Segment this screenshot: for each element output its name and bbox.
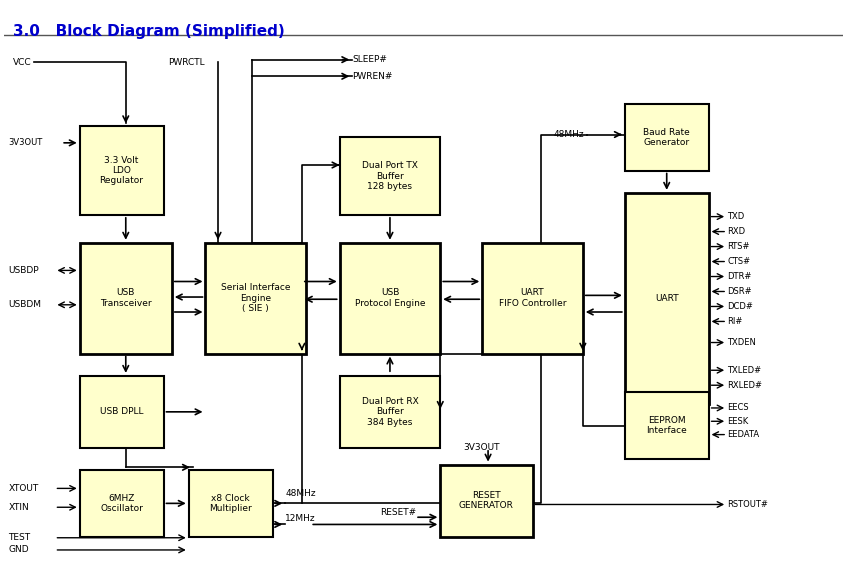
Text: PWRCTL: PWRCTL [168,58,204,67]
FancyBboxPatch shape [80,243,172,354]
FancyBboxPatch shape [189,470,273,537]
Text: USB
Transceiver: USB Transceiver [100,288,152,308]
Text: RXD: RXD [727,227,745,236]
Text: x8 Clock
Multiplier: x8 Clock Multiplier [209,494,252,513]
FancyBboxPatch shape [80,376,163,448]
Text: 3V3OUT: 3V3OUT [463,444,500,453]
Text: UART
FIFO Controller: UART FIFO Controller [499,288,567,308]
Text: XTIN: XTIN [8,503,29,512]
Text: Baud Rate
Generator: Baud Rate Generator [644,128,690,147]
FancyBboxPatch shape [625,392,709,459]
Text: EEPROM
Interface: EEPROM Interface [646,416,687,435]
Text: EESK: EESK [727,417,749,426]
Text: USB DPLL: USB DPLL [100,408,143,417]
Text: USBDP: USBDP [8,266,39,275]
Text: RSTOUT#: RSTOUT# [727,500,768,509]
FancyBboxPatch shape [625,104,709,171]
Text: RTS#: RTS# [727,242,750,251]
FancyBboxPatch shape [340,137,440,215]
Text: TXLED#: TXLED# [727,366,761,375]
Text: 48MHz: 48MHz [553,130,584,139]
Text: PWREN#: PWREN# [352,72,393,81]
Text: USB
Protocol Engine: USB Protocol Engine [355,288,425,308]
Text: TXDEN: TXDEN [727,338,756,347]
Text: UART: UART [655,294,678,303]
Text: XTOUT: XTOUT [8,484,39,493]
FancyBboxPatch shape [80,470,163,537]
Text: 3.0   Block Diagram (Simplified): 3.0 Block Diagram (Simplified) [13,24,285,39]
Text: EEDATA: EEDATA [727,430,759,439]
FancyBboxPatch shape [206,243,306,354]
Text: USBDM: USBDM [8,300,42,309]
FancyBboxPatch shape [440,464,533,537]
Text: Dual Port TX
Buffer
128 bytes: Dual Port TX Buffer 128 bytes [362,161,418,191]
Text: DCD#: DCD# [727,302,753,311]
Text: RESET
GENERATOR: RESET GENERATOR [459,491,514,510]
Text: TEST: TEST [8,533,30,542]
Text: RXLED#: RXLED# [727,381,762,390]
Text: DSR#: DSR# [727,287,752,296]
Text: VCC: VCC [13,58,31,67]
Text: 3.3 Volt
LDO
Regulator: 3.3 Volt LDO Regulator [100,155,144,185]
FancyBboxPatch shape [340,376,440,448]
Text: DTR#: DTR# [727,272,751,281]
Text: Serial Interface
Engine
( SIE ): Serial Interface Engine ( SIE ) [221,283,291,313]
Text: 12MHz: 12MHz [285,515,316,524]
Text: SLEEP#: SLEEP# [352,55,387,64]
FancyBboxPatch shape [482,243,583,354]
FancyBboxPatch shape [80,126,163,215]
Text: GND: GND [8,546,29,555]
FancyBboxPatch shape [340,243,440,354]
Text: 6MHZ
Oscillator: 6MHZ Oscillator [100,494,143,513]
Text: RESET#: RESET# [380,508,416,517]
Text: CTS#: CTS# [727,257,750,266]
Text: TXD: TXD [727,212,745,221]
Text: RI#: RI# [727,317,743,326]
Text: 48MHz: 48MHz [285,489,316,498]
Text: EECS: EECS [727,404,749,413]
Text: 3V3OUT: 3V3OUT [8,138,42,148]
FancyBboxPatch shape [625,193,709,404]
Text: Dual Port RX
Buffer
384 Bytes: Dual Port RX Buffer 384 Bytes [362,397,418,427]
